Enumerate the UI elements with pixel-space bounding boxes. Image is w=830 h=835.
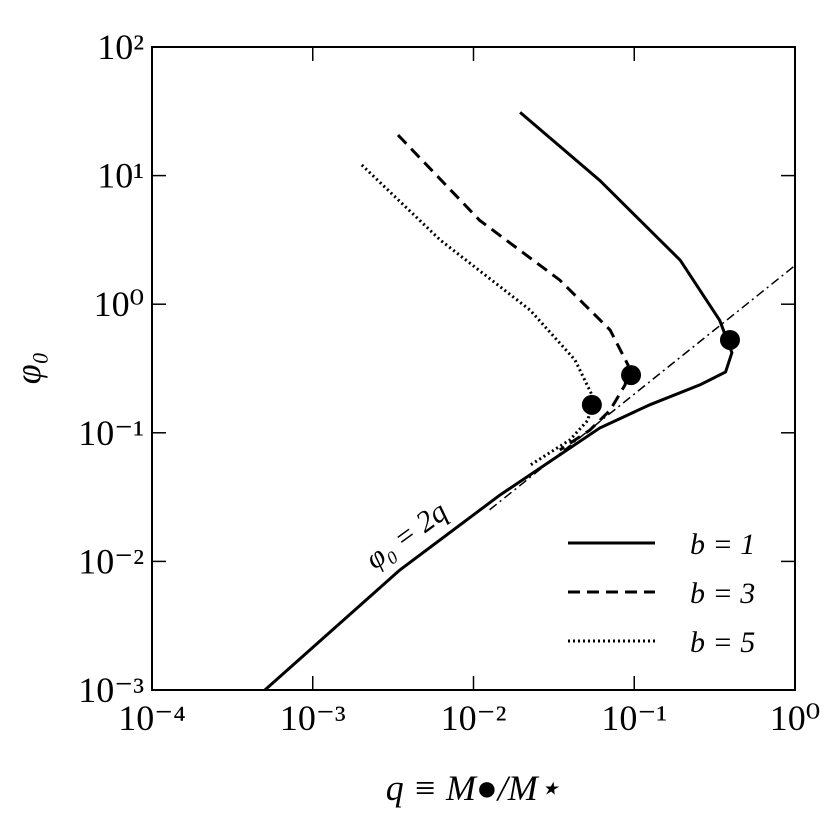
marker	[581, 394, 602, 415]
legend-label: b = 5	[690, 626, 755, 659]
marker	[621, 365, 642, 386]
x-tick-label: 10⁻⁴	[118, 698, 186, 738]
series-line	[263, 111, 734, 692]
y-tick-label: 10⁻²	[78, 541, 144, 581]
x-axis-label: q ≡ M●/M⋆	[386, 768, 561, 808]
y-tick-label: 10⁰	[94, 284, 144, 324]
legend-label: b = 3	[690, 577, 755, 610]
y-axis-label: φ₀	[8, 352, 48, 384]
x-tick-label: 10⁻³	[280, 698, 346, 738]
legend-label: b = 1	[690, 528, 755, 561]
x-tick-label: 10⁰	[770, 698, 820, 738]
y-tick-label: 10⁻¹	[78, 413, 144, 453]
y-tick-label: 10²	[97, 27, 144, 67]
series-line	[360, 163, 594, 467]
x-tick-label: 10⁻²	[441, 698, 507, 738]
marker	[719, 329, 740, 350]
series-line	[396, 133, 630, 452]
y-tick-label: 10¹	[97, 156, 144, 196]
x-tick-label: 10⁻¹	[601, 698, 667, 738]
y-tick-label: 10⁻³	[78, 670, 144, 710]
